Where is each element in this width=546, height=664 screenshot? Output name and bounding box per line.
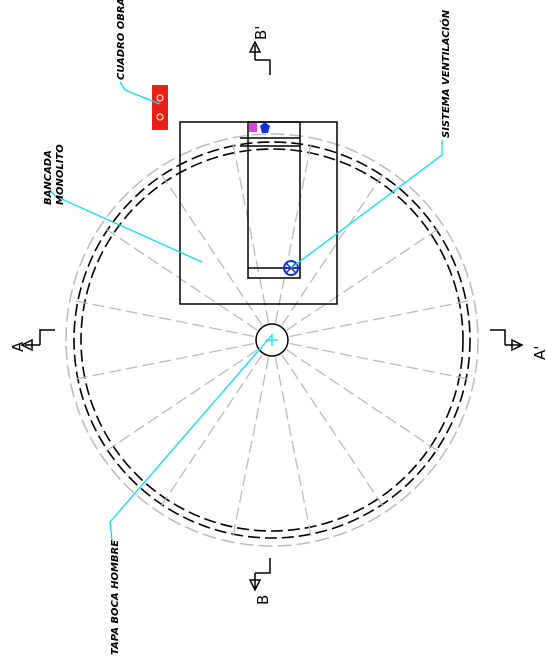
cuadro-obra-box (152, 85, 168, 130)
leader (119, 81, 161, 105)
section-label: B (254, 595, 272, 605)
wall-inner (80, 148, 464, 532)
bancada-notch (247, 121, 301, 279)
spoke (158, 354, 263, 510)
spoke (231, 357, 270, 541)
leader (47, 187, 203, 263)
section-b (248, 558, 271, 592)
spoke (281, 170, 386, 326)
section-b-prime (248, 40, 271, 75)
section-label: B' (252, 26, 270, 40)
leader (109, 334, 273, 541)
label: MONOLITO (55, 144, 66, 205)
spoke (286, 226, 442, 331)
device (249, 123, 257, 132)
spoke (231, 139, 270, 323)
spoke (281, 354, 386, 510)
spoke (71, 299, 255, 338)
spoke (286, 349, 442, 454)
spoke (274, 139, 313, 323)
section-a (20, 329, 55, 352)
socket (156, 94, 164, 102)
label: TAPA BOCA HOMBRE (110, 540, 121, 655)
socket (156, 113, 164, 121)
leader (290, 140, 443, 269)
spoke (102, 349, 258, 454)
ventilation (283, 260, 299, 276)
tank-outline (65, 133, 479, 547)
section-label: A' (531, 346, 546, 360)
section-label: A (9, 341, 27, 352)
spoke (158, 170, 263, 326)
outer-wall (65, 133, 479, 547)
spoke (289, 299, 473, 338)
spoke (71, 342, 255, 381)
label: BANCADA (43, 150, 54, 205)
manhole (255, 323, 289, 357)
label: SISTEMA VENTILACIÓN (439, 9, 452, 138)
section-a-prime (490, 329, 524, 352)
spoke (274, 357, 313, 541)
device (260, 122, 270, 133)
label: CUADRO OBRA (116, 0, 127, 80)
spoke (289, 342, 473, 381)
wall-outer (73, 141, 471, 539)
